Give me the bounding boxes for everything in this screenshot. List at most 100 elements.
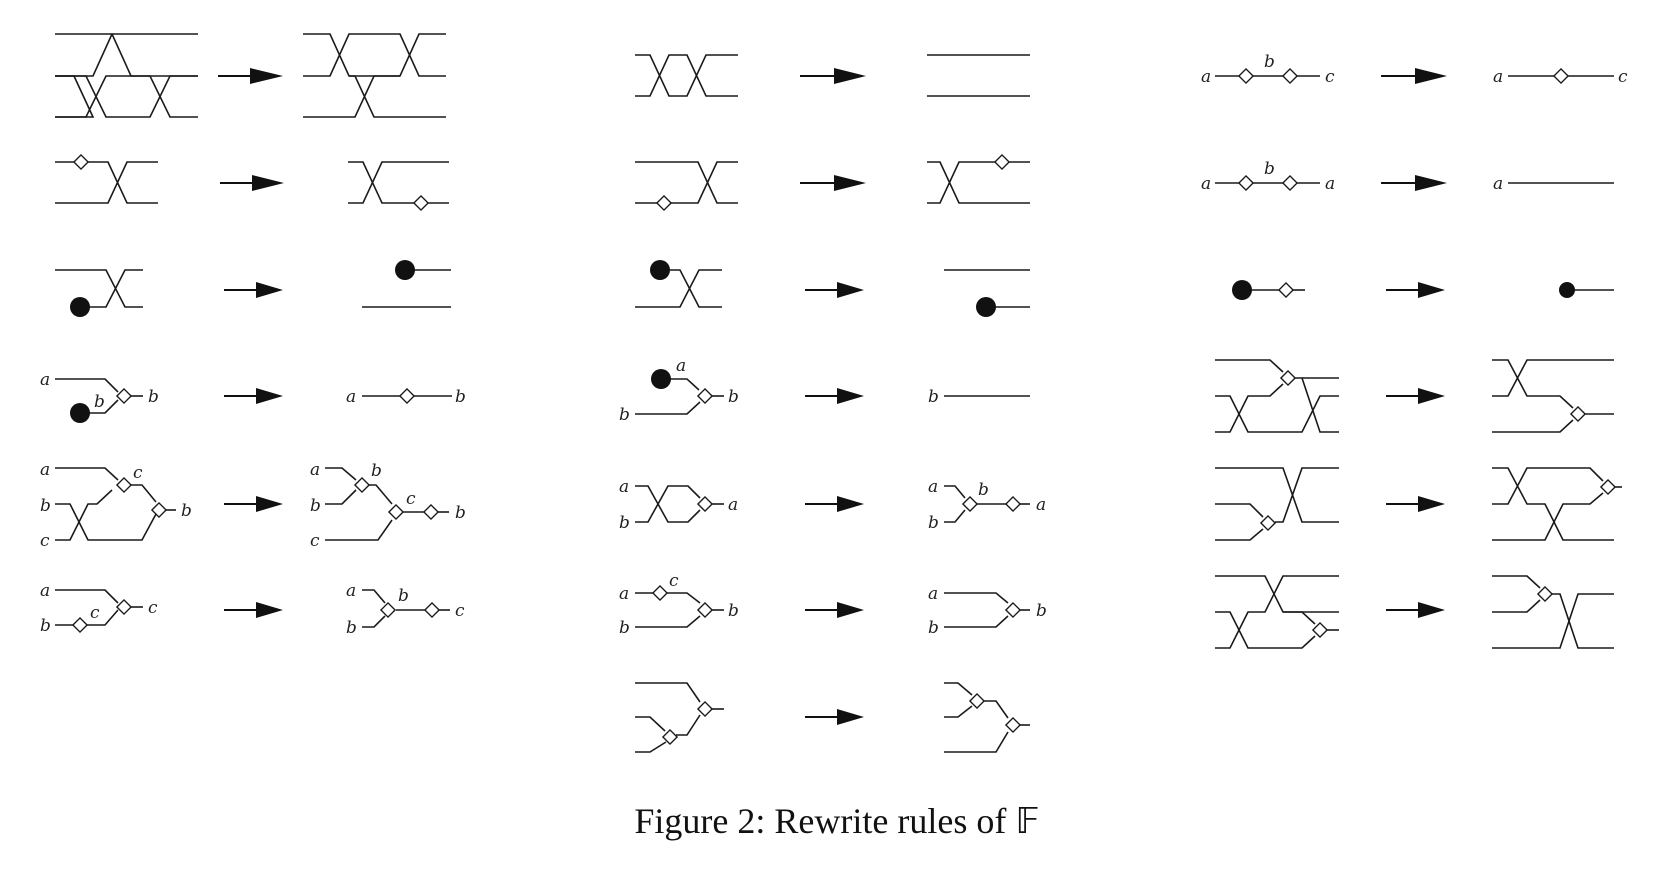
rule-right-3-rhs — [1559, 282, 1614, 298]
unit-dot-icon — [976, 297, 996, 317]
wire-label-b: b — [346, 618, 357, 638]
unit-dot-icon — [70, 297, 90, 317]
rule-left-4-lhs: a b b — [40, 370, 159, 423]
wire-label-a: a — [676, 356, 686, 376]
wire-label-a: a — [1493, 174, 1503, 194]
rule-left-6-lhs: a b c c — [40, 581, 158, 636]
wire-label-b: b — [94, 392, 105, 412]
rule-right-1-arrow — [1381, 68, 1447, 84]
rule-right-1-rhs: a c — [1493, 67, 1628, 87]
rule-right-2-lhs: a b a — [1201, 159, 1335, 194]
wire-label-b: b — [619, 513, 630, 533]
wire-label-b: b — [1036, 601, 1047, 621]
rule-left-2-arrow — [220, 175, 284, 191]
wire-label-b: b — [728, 387, 739, 407]
rule-middle-2-arrow — [800, 175, 866, 191]
unit-dot-icon — [651, 369, 671, 389]
rule-middle-6: a b c b a b b — [619, 571, 1047, 638]
wire-label-c: c — [1618, 67, 1628, 87]
rule-left-1-rhs — [303, 33, 446, 118]
wire-label-a: a — [1201, 67, 1211, 87]
wire-label-a: a — [619, 477, 629, 497]
rule-left-5: a b c c b a b c b c b — [40, 460, 466, 551]
rule-right-1-lhs: a b c — [1201, 52, 1335, 87]
rule-middle-4: a b b b — [619, 356, 1030, 425]
unit-dot-icon — [1232, 280, 1252, 300]
wire-label-a: a — [40, 460, 50, 480]
wire-label-b: b — [181, 501, 192, 521]
rule-middle-7-arrow — [805, 709, 864, 725]
rule-left-4-rhs: a b — [346, 387, 466, 407]
wire-label-a: a — [346, 581, 356, 601]
wire-label-c: c — [406, 489, 416, 509]
rule-middle-6-lhs: a b c b — [619, 571, 739, 638]
rule-left-6-arrow — [224, 602, 283, 618]
wire-label-a: a — [40, 370, 50, 390]
figure-caption: Figure 2: Rewrite rules of 𝔽 — [0, 800, 1674, 842]
rule-left-1-lhs — [55, 33, 198, 118]
rule-middle-4-rhs: b — [928, 387, 1030, 407]
rule-left-2-lhs — [55, 153, 158, 204]
rule-left-6-rhs: a b b c — [346, 581, 465, 638]
wire-label-b: b — [371, 461, 382, 481]
rule-right-6 — [1215, 575, 1614, 649]
unit-dot-icon — [650, 260, 670, 280]
wire-label-a: a — [728, 495, 738, 515]
rule-middle-1-lhs — [635, 54, 738, 97]
rule-left-5-arrow — [224, 496, 283, 512]
wire-label-c: c — [669, 571, 679, 591]
caption-text: Rewrite rules of — [774, 801, 1007, 841]
wire-label-a: a — [310, 460, 320, 480]
wire-label-c: c — [90, 603, 100, 623]
wire-label-a: a — [1036, 495, 1046, 515]
rule-middle-7 — [635, 682, 1030, 753]
unit-dot-icon — [70, 403, 90, 423]
wire-label-b: b — [40, 616, 51, 636]
rule-middle-5-lhs: a b a — [619, 477, 738, 533]
rule-middle-5-rhs: a b b a — [928, 477, 1046, 533]
wire-label-c: c — [1325, 67, 1335, 87]
wire-label-b: b — [398, 586, 409, 606]
rule-right-1: a b c a c — [1201, 52, 1628, 87]
wire-label-a: a — [40, 581, 50, 601]
rule-middle-7-rhs — [944, 682, 1030, 753]
wire-label-b: b — [619, 405, 630, 425]
rule-left-4-arrow — [224, 388, 283, 404]
wire-label-c: c — [455, 601, 465, 621]
rule-right-4-arrow — [1386, 388, 1445, 404]
rule-right-2: a b a a — [1201, 159, 1614, 194]
wire-label-a: a — [928, 477, 938, 497]
rule-left-5-lhs: a b c c b — [40, 460, 192, 551]
rule-middle-2-rhs — [927, 153, 1030, 204]
rule-left-3-arrow — [224, 282, 283, 298]
wire-label-b: b — [928, 387, 939, 407]
rule-left-2-rhs — [348, 161, 449, 212]
rule-middle-2-lhs — [635, 161, 738, 212]
rule-right-4-lhs — [1215, 359, 1339, 433]
rule-right-5-arrow — [1386, 496, 1445, 512]
rule-right-5 — [1215, 467, 1622, 541]
rule-middle-5: a b a a b b a — [619, 477, 1046, 533]
wire-label-a: a — [1493, 67, 1503, 87]
wire-label-b: b — [728, 601, 739, 621]
rule-left-4: a b b a b — [40, 370, 466, 423]
wire-label-b: b — [310, 496, 321, 516]
rule-left-5-rhs: a b c b c b — [310, 460, 466, 551]
rule-middle-6-arrow — [805, 602, 864, 618]
rule-right-6-lhs — [1215, 575, 1339, 649]
wire-label-b: b — [978, 480, 989, 500]
rule-middle-1-rhs — [927, 54, 1030, 97]
rule-right-5-lhs — [1215, 467, 1339, 541]
rule-middle-6-rhs: a b b — [928, 584, 1047, 638]
rule-right-3 — [1232, 280, 1614, 300]
rule-right-2-rhs: a — [1493, 174, 1614, 194]
wire-label-b: b — [455, 387, 466, 407]
rule-left-2 — [55, 153, 449, 212]
rule-middle-4-lhs: a b b — [619, 356, 739, 425]
rule-middle-2 — [635, 153, 1030, 212]
rule-middle-1-arrow — [800, 68, 866, 84]
wire-label-b: b — [455, 503, 466, 523]
wire-label-a: a — [928, 584, 938, 604]
rule-middle-4-arrow — [805, 388, 864, 404]
